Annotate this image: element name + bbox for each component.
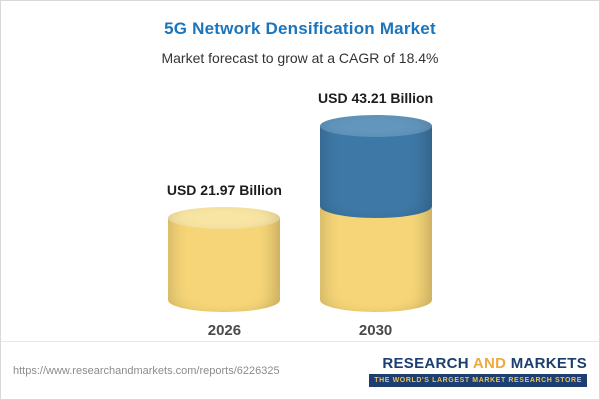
cylinder-top-ellipse: [319, 115, 432, 138]
logo-wordmark: RESEARCH AND MARKETS: [382, 355, 587, 372]
value-label-2026: USD 21.97 Billion: [166, 181, 282, 198]
chart-subtitle: Market forecast to grow at a CAGR of 18.…: [161, 50, 439, 66]
chart-header: 5G Network Densification Market Market f…: [1, 1, 599, 66]
source-url: https://www.researchandmarkets.com/repor…: [13, 364, 280, 377]
cylinder-segment-gold: [319, 205, 432, 312]
value-label-2030: USD 43.21 Billion: [318, 90, 434, 107]
cylinder-segment-blue: [319, 115, 432, 218]
category-label-2030: 2030: [358, 322, 393, 339]
logo-word-and: AND: [472, 354, 507, 372]
cylinder-top-ellipse: [168, 206, 281, 229]
cylinder-segment-gold: [168, 206, 281, 312]
footer: https://www.researchandmarkets.com/repor…: [1, 341, 599, 399]
cylinder-2030: [319, 115, 432, 312]
cylinder-2026: [168, 206, 281, 312]
bar-2030: USD 43.21 Billion 2030: [318, 90, 433, 339]
logo-word-research: RESEARCH: [382, 354, 469, 372]
chart-title: 5G Network Densification Market: [164, 19, 436, 38]
research-and-markets-logo: RESEARCH AND MARKETS THE WORLD'S LARGEST…: [369, 355, 587, 387]
category-label-2026: 2026: [207, 322, 242, 339]
logo-tagline: THE WORLD'S LARGEST MARKET RESEARCH STOR…: [369, 373, 587, 387]
cylinder-bar-chart: USD 21.97 Billion 2026 USD 43.21 Billion…: [1, 90, 599, 340]
bar-2026: USD 21.97 Billion 2026: [167, 182, 282, 340]
logo-word-markets: MARKETS: [510, 354, 587, 372]
